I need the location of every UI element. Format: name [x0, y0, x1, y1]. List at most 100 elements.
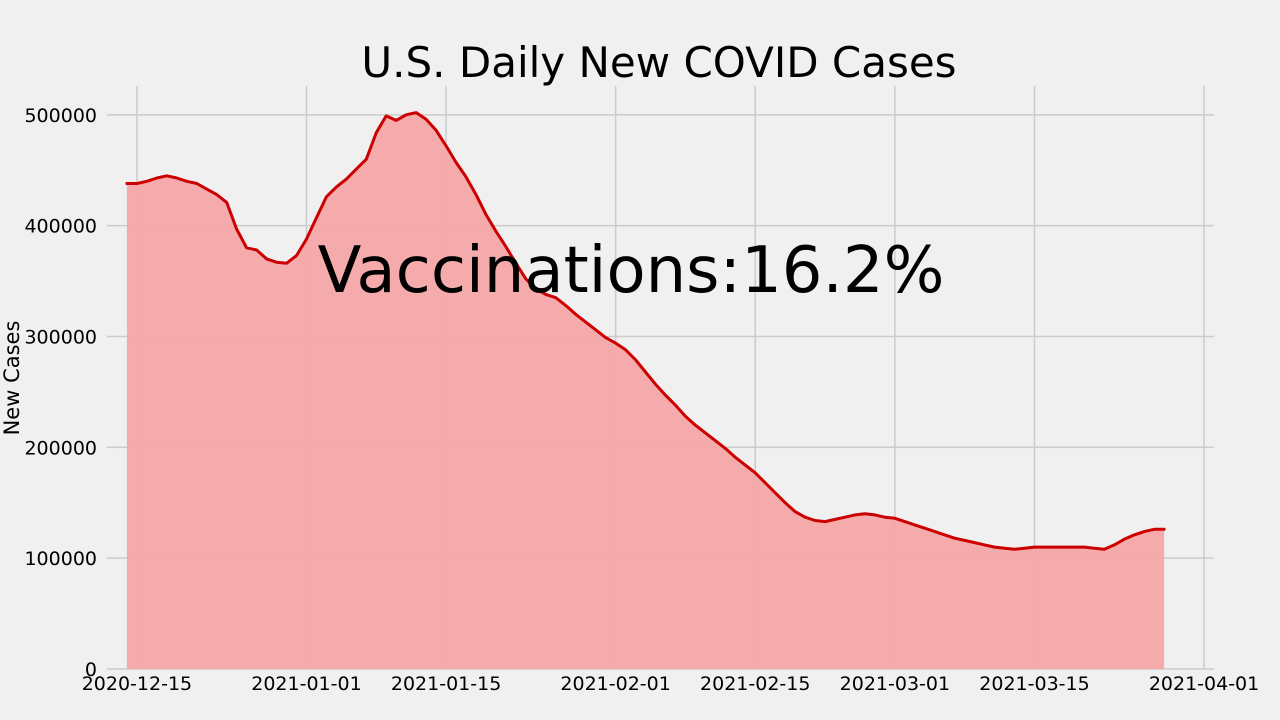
data-point	[315, 216, 318, 220]
data-point	[1113, 543, 1116, 547]
data-point	[335, 185, 338, 189]
x-tick-label: 2021-02-01	[560, 673, 670, 695]
data-point	[524, 277, 528, 281]
x-tick-label: 2021-02-15	[700, 673, 810, 695]
data-point	[744, 463, 747, 467]
data-point	[594, 328, 597, 331]
data-point	[1143, 530, 1146, 533]
data-point	[255, 248, 258, 252]
x-tick-labels: 2020-12-15 2021-01-01 2021-01-15 2021-02-01…	[82, 673, 1260, 695]
data-point	[544, 293, 547, 296]
data-point	[664, 394, 667, 397]
data-point	[1093, 547, 1096, 550]
vaccinations-annotation: Vaccinations:16.2%	[318, 234, 945, 308]
data-point	[724, 447, 727, 450]
data-point	[205, 187, 208, 191]
data-point	[484, 213, 488, 216]
data-point	[983, 543, 986, 547]
data-point	[953, 537, 956, 540]
data-point	[1053, 545, 1056, 549]
data-point	[714, 439, 717, 442]
data-point	[185, 180, 188, 183]
data-point	[973, 541, 976, 544]
x-tick-label: 2021-03-15	[979, 673, 1089, 695]
data-point	[395, 119, 398, 122]
data-point	[145, 180, 149, 183]
data-point	[624, 348, 627, 351]
y-tick-label: 100000	[24, 548, 97, 570]
data-point	[764, 481, 767, 484]
data-point	[903, 520, 906, 523]
data-point	[843, 516, 847, 519]
data-point	[454, 161, 458, 164]
data-point	[215, 193, 218, 196]
data-point	[514, 262, 518, 265]
data-point	[285, 262, 288, 265]
data-point	[584, 320, 587, 324]
data-point	[943, 533, 946, 537]
data-point	[1153, 528, 1156, 531]
data-point	[823, 520, 827, 523]
data-point	[1123, 538, 1126, 541]
data-point	[574, 313, 577, 316]
data-point	[534, 287, 537, 290]
data-point	[195, 182, 198, 185]
data-point	[863, 512, 867, 515]
data-point	[405, 113, 408, 117]
data-point	[654, 383, 657, 386]
data-point	[554, 296, 557, 299]
y-axis-label: New Cases	[0, 321, 24, 436]
data-point	[963, 539, 966, 542]
data-point	[684, 415, 687, 418]
data-point	[345, 177, 348, 181]
data-point	[644, 370, 647, 374]
data-point	[494, 230, 498, 233]
data-point	[784, 501, 787, 504]
data-point	[793, 510, 797, 513]
data-point	[424, 118, 428, 121]
data-point	[803, 516, 807, 519]
data-point	[135, 182, 139, 185]
data-point	[365, 158, 368, 161]
data-point	[813, 519, 817, 522]
data-point	[923, 527, 926, 530]
data-point	[165, 174, 168, 177]
data-point	[853, 513, 857, 517]
x-tick-label: 2021-03-01	[840, 673, 950, 695]
data-point	[125, 182, 129, 185]
y-tick-label: 400000	[24, 216, 97, 238]
data-point	[375, 131, 378, 134]
area-layer	[125, 111, 1166, 670]
data-point	[385, 114, 388, 118]
data-point	[883, 516, 887, 519]
series-area-fill	[126, 112, 1165, 670]
x-tick-label: 2021-01-15	[391, 673, 501, 695]
x-tick-label: 2021-01-01	[251, 673, 361, 695]
data-point	[1033, 545, 1036, 549]
data-point	[604, 336, 607, 339]
y-tick-label: 300000	[24, 326, 97, 348]
data-point	[1073, 545, 1076, 549]
data-point	[1162, 528, 1166, 531]
data-point	[1103, 548, 1106, 551]
data-point	[774, 491, 777, 494]
data-point	[634, 358, 637, 361]
data-point	[614, 341, 617, 345]
data-point	[305, 237, 308, 241]
data-point	[265, 257, 268, 261]
data-point	[275, 261, 278, 264]
y-tick-label: 200000	[24, 437, 97, 459]
data-point	[415, 111, 418, 114]
data-point	[245, 246, 248, 249]
data-point	[155, 176, 159, 180]
data-point	[235, 227, 238, 231]
data-point	[993, 545, 996, 549]
x-tick-label: 2020-12-15	[82, 673, 192, 695]
x-tick-label: 2021-04-01	[1149, 673, 1259, 695]
data-point	[893, 517, 897, 520]
data-point	[933, 530, 936, 533]
y-tick-label: 500000	[24, 105, 97, 127]
data-point	[434, 129, 438, 132]
data-point	[1063, 545, 1066, 549]
